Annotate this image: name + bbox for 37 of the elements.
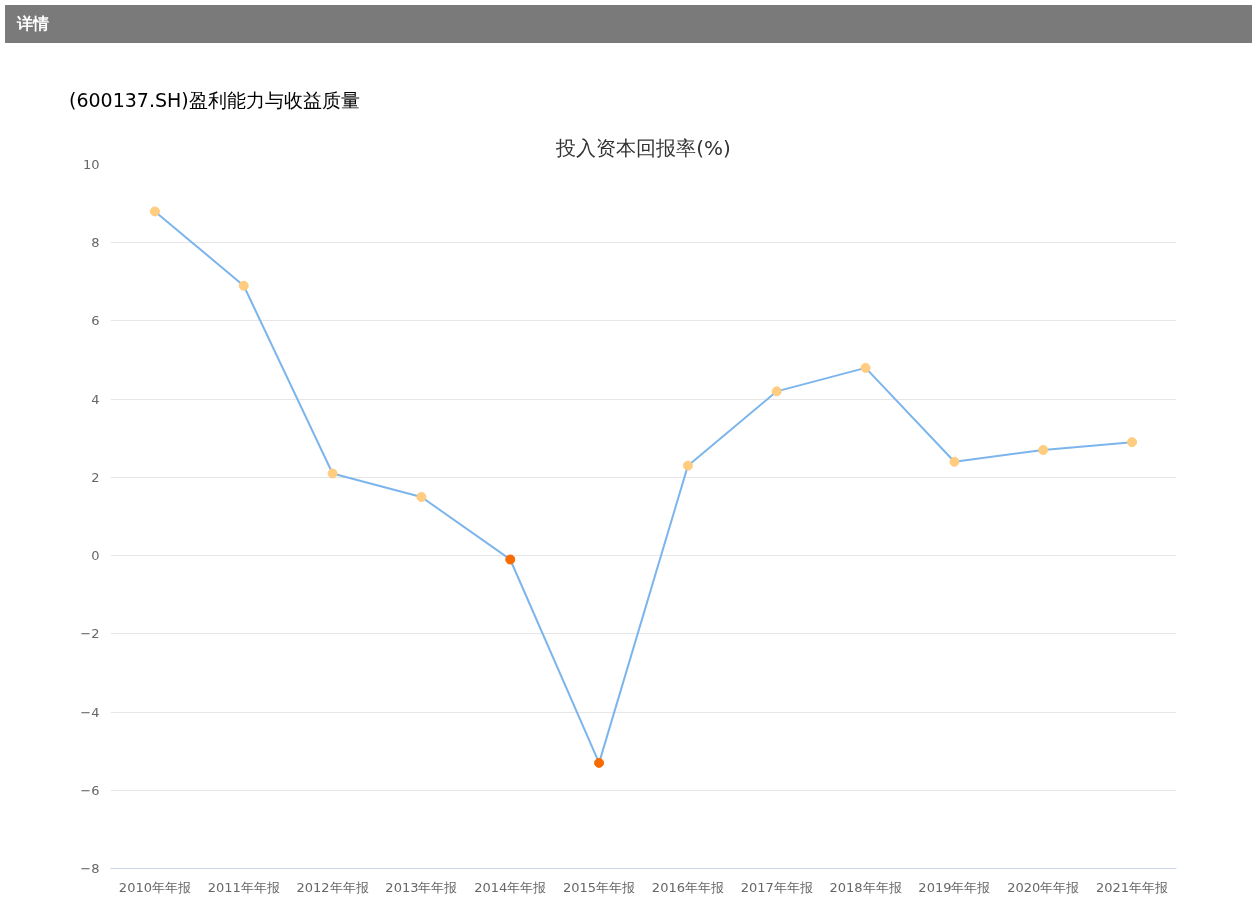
x-tick-label: 2021年年报 xyxy=(1096,879,1169,895)
x-tick-label: 2016年年报 xyxy=(651,879,724,895)
point xyxy=(1127,437,1138,448)
point xyxy=(416,491,427,502)
point xyxy=(505,554,516,565)
point xyxy=(327,468,338,479)
x-tick-label: 2018年年报 xyxy=(829,879,902,895)
x-tick-label: 2013年年报 xyxy=(385,879,458,895)
y-tick-label: 6 xyxy=(91,313,100,329)
y-tick-label: 2 xyxy=(91,469,100,485)
y-tick-label: 4 xyxy=(91,391,100,407)
point xyxy=(238,280,249,291)
y-tick-label: −8 xyxy=(80,861,100,876)
x-tick-label: 2014年年报 xyxy=(474,879,547,895)
point xyxy=(682,460,693,471)
text: 详情 xyxy=(17,14,49,33)
x-tick-label: 2012年年报 xyxy=(296,879,369,895)
y-tick-label: −6 xyxy=(80,782,100,798)
point xyxy=(949,456,960,467)
point xyxy=(149,206,160,217)
point xyxy=(594,757,605,768)
point xyxy=(860,362,871,373)
x-tick-label: 2019年年报 xyxy=(918,879,991,895)
x-tick-label: 2015年年报 xyxy=(563,879,636,895)
x-tick-label: 2017年年报 xyxy=(740,879,813,895)
x-tick-label: 2010年年报 xyxy=(118,879,191,895)
y-tick-label: 10 xyxy=(82,157,100,172)
y-tick-label: 8 xyxy=(91,235,100,251)
chart-title: 投入资本回报率(%) xyxy=(555,135,731,160)
x-tick-label: 2011年年报 xyxy=(207,879,280,895)
y-tick-label: −4 xyxy=(80,704,100,720)
point xyxy=(771,386,782,397)
y-tick-label: 0 xyxy=(91,548,100,564)
point xyxy=(1038,445,1049,455)
y-tick-label: −2 xyxy=(80,626,100,642)
chart-subtitle: (600137.SH)盈利能力与收益质量 xyxy=(69,88,360,113)
x-tick-label: 2020年年报 xyxy=(1007,879,1080,895)
